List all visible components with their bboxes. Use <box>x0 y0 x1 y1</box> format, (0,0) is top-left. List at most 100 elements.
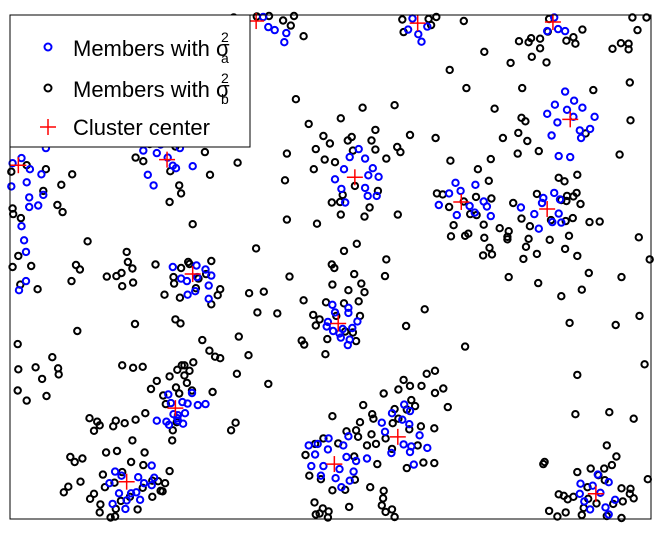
series-sigma-a <box>7 12 620 519</box>
sigma-b-point-241 <box>319 434 328 443</box>
sigma-b-point-313 <box>357 279 366 288</box>
legend-marker-sigma-a <box>43 42 53 52</box>
sigma-a-point-55 <box>341 198 350 207</box>
sigma-a-point-148 <box>126 489 136 498</box>
sigma-b-point-215 <box>165 466 174 476</box>
sigma-a-point-23 <box>39 190 48 200</box>
sigma-b-point-162 <box>168 426 178 435</box>
sigma-b-point-344 <box>112 271 121 281</box>
sigma-b-point-107 <box>572 188 581 198</box>
sigma-b-point-220 <box>96 500 105 509</box>
cluster-center-0 <box>248 13 265 30</box>
sigma-b-point-294 <box>561 508 570 517</box>
sigma-b-point-430 <box>319 131 328 141</box>
sigma-a-point-136 <box>380 427 390 436</box>
sigma-b-point-109 <box>517 214 526 223</box>
sigma-b-point-206 <box>148 492 157 501</box>
sigma-a-point-122 <box>193 400 203 410</box>
sigma-b-point-149 <box>339 299 349 308</box>
legend-sup-sigma-a: 2 <box>221 29 229 45</box>
sigma-b-point-201 <box>139 460 148 470</box>
sigma-b-point-256 <box>344 502 354 512</box>
sigma-a-point-10 <box>408 14 417 23</box>
sigma-b-point-341 <box>130 319 140 329</box>
sigma-b-point-4 <box>278 16 288 25</box>
sigma-a-point-88 <box>516 203 526 212</box>
sigma-a-point-143 <box>405 447 415 457</box>
sigma-b-point-382 <box>540 457 549 467</box>
sigma-b-point-3 <box>299 32 308 41</box>
sigma-b-point-306 <box>231 418 240 427</box>
sigma-a-point-74 <box>452 210 461 220</box>
sigma-a-point-189 <box>575 489 584 498</box>
sigma-b-point-268 <box>379 486 388 495</box>
sigma-a-point-16 <box>25 165 35 174</box>
sigma-b-point-43 <box>27 261 36 271</box>
sigma-b-point-361 <box>446 156 455 165</box>
sigma-b-point-181 <box>371 439 381 449</box>
sigma-a-point-83 <box>554 209 563 218</box>
sigma-b-point-68 <box>327 198 336 207</box>
sigma-b-point-28 <box>625 78 634 87</box>
cluster-center-3 <box>10 157 27 174</box>
sigma-b-point-422 <box>490 104 499 113</box>
sigma-a-point-59 <box>569 96 579 105</box>
sigma-b-point-353 <box>339 246 349 256</box>
sigma-b-point-191 <box>405 381 415 391</box>
sigma-b-point-119 <box>595 217 604 226</box>
sigma-a-point-77 <box>470 208 479 217</box>
sigma-a-point-102 <box>192 261 201 270</box>
sigma-b-point-231 <box>95 421 104 430</box>
sigma-a-point-90 <box>557 218 566 227</box>
sigma-b-point-425 <box>486 154 495 164</box>
sigma-a-point-93 <box>201 265 210 274</box>
sigma-b-point-325 <box>118 361 127 370</box>
sigma-a-point-54 <box>372 191 381 201</box>
sigma-a-point-11 <box>543 26 552 36</box>
sigma-b-point-5 <box>286 21 295 30</box>
sigma-a-point-98 <box>168 262 178 272</box>
sigma-a-point-150 <box>132 488 141 497</box>
sigma-b-point-266 <box>381 507 390 517</box>
sigma-a-point-39 <box>143 170 153 180</box>
sigma-b-point-70 <box>373 186 383 196</box>
sigma-a-point-180 <box>580 497 589 506</box>
cluster-center-9 <box>184 266 201 283</box>
sigma-a-point-104 <box>344 308 353 318</box>
sigma-b-point-77 <box>280 176 290 185</box>
cluster-center-4 <box>159 151 176 168</box>
sigma-a-point-170 <box>351 456 361 466</box>
sigma-b-point-331 <box>42 391 51 401</box>
sigma-a-point-145 <box>399 440 408 449</box>
sigma-b-point-138 <box>151 260 160 269</box>
sigma-b-point-214 <box>140 448 149 457</box>
sigma-b-point-196 <box>419 458 428 467</box>
sigma-b-point-420 <box>521 117 530 126</box>
sigma-b-point-58 <box>205 170 215 180</box>
sigma-b-point-314 <box>309 310 318 320</box>
sigma-b-point-130 <box>176 263 186 273</box>
sigma-b-point-416 <box>616 39 626 48</box>
sigma-a-point-162 <box>319 461 328 471</box>
sigma-b-point-310 <box>382 255 391 264</box>
sigma-b-point-221 <box>76 477 85 486</box>
sigma-b-point-348 <box>118 282 127 291</box>
sigma-b-point-194 <box>399 375 408 385</box>
sigma-a-point-109 <box>344 303 353 312</box>
sigma-b-point-78 <box>393 210 402 219</box>
sigma-b-point-129 <box>207 256 216 266</box>
sigma-b-point-12 <box>459 16 468 26</box>
sigma-b-point-169 <box>128 436 137 445</box>
sigma-b-point-297 <box>617 272 626 282</box>
sigma-a-point-47 <box>374 172 383 182</box>
sigma-b-point-170 <box>131 415 140 424</box>
sigma-b-point-332 <box>37 374 47 384</box>
sigma-a-point-113 <box>335 329 344 338</box>
sigma-b-point-285 <box>577 510 586 520</box>
sigma-b-point-414 <box>518 83 527 93</box>
sigma-b-point-259 <box>328 412 337 421</box>
sigma-b-point-45 <box>9 209 18 219</box>
sigma-b-point-167 <box>141 409 150 418</box>
sigma-b-point-323 <box>205 346 214 355</box>
cluster-center-5 <box>346 169 363 186</box>
